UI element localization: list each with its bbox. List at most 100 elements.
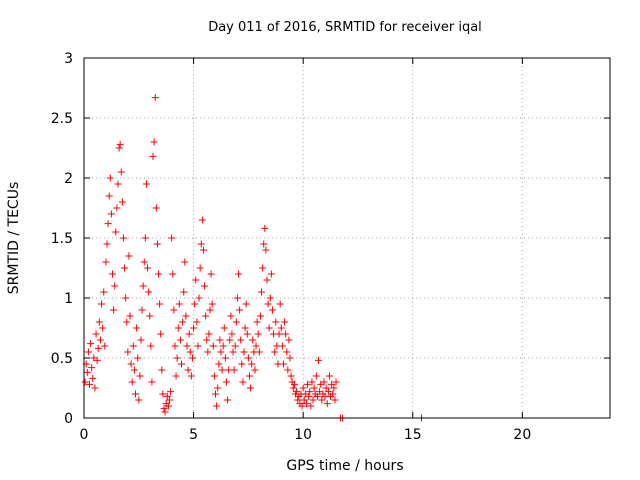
data-point	[286, 354, 294, 362]
data-point	[118, 198, 126, 206]
data-point	[175, 300, 183, 308]
x-tick-label: 0	[80, 427, 89, 443]
data-point	[187, 372, 195, 380]
data-point	[315, 356, 323, 364]
data-point	[161, 408, 169, 416]
y-tick-label: 0.5	[51, 351, 73, 367]
data-point	[253, 318, 261, 326]
data-point	[332, 378, 340, 386]
data-point	[94, 344, 102, 352]
data-point	[126, 312, 134, 320]
data-point	[132, 390, 140, 398]
data-point	[197, 240, 205, 248]
data-point	[282, 330, 290, 338]
y-tick-label: 2.5	[51, 111, 73, 127]
data-point	[216, 336, 224, 344]
data-point	[196, 264, 204, 272]
data-point	[278, 342, 286, 350]
data-point	[96, 336, 104, 344]
y-tick-label: 0	[64, 411, 73, 427]
data-point	[204, 348, 212, 356]
data-point	[294, 396, 302, 404]
data-point	[176, 336, 184, 344]
data-point	[260, 240, 268, 248]
data-point	[167, 388, 175, 396]
data-point	[163, 392, 171, 400]
data-point	[157, 330, 165, 338]
data-point	[172, 372, 180, 380]
chart-title: Day 011 of 2016, SRMTID for receiver iqa…	[208, 20, 482, 35]
data-point	[124, 348, 132, 356]
data-point	[116, 140, 124, 148]
data-point	[186, 348, 194, 356]
data-point	[144, 264, 152, 272]
data-point	[208, 300, 216, 308]
y-tick-label: 3	[64, 51, 73, 67]
data-point	[285, 336, 293, 344]
data-point	[123, 318, 131, 326]
data-point	[111, 282, 119, 290]
data-point	[262, 246, 270, 254]
data-point	[178, 360, 186, 368]
data-point	[312, 372, 320, 380]
data-point	[91, 384, 99, 392]
data-point	[231, 342, 239, 350]
data-point	[128, 378, 136, 386]
data-point	[85, 380, 93, 388]
data-point	[133, 324, 141, 332]
data-point	[324, 388, 332, 396]
data-point	[302, 400, 310, 408]
x-axis-label: GPS time / hours	[286, 458, 403, 474]
x-tick-label: 5	[189, 427, 198, 443]
data-point	[210, 372, 218, 380]
data-point	[110, 306, 118, 314]
data-point	[194, 342, 202, 350]
data-point	[151, 94, 159, 102]
data-point	[125, 252, 133, 260]
data-point	[102, 258, 110, 266]
data-point	[184, 366, 192, 374]
data-point	[242, 300, 250, 308]
data-point	[256, 312, 264, 320]
data-point	[112, 228, 120, 236]
grid-lines	[84, 58, 610, 418]
data-point	[130, 366, 138, 374]
data-point	[272, 318, 280, 326]
data-point	[88, 364, 96, 372]
data-point	[331, 396, 339, 404]
data-point	[179, 318, 187, 326]
data-point	[219, 342, 227, 350]
data-point	[150, 138, 158, 146]
data-point	[106, 174, 114, 182]
data-point	[313, 392, 321, 400]
data-point	[192, 276, 200, 284]
data-point	[165, 396, 173, 404]
data-point	[241, 324, 249, 332]
data-point	[158, 366, 166, 374]
data-point	[322, 384, 330, 392]
data-point	[281, 318, 289, 326]
y-tick-label: 1.5	[51, 231, 73, 247]
data-point	[323, 400, 331, 408]
data-point	[152, 204, 160, 212]
x-tick-label: 10	[294, 427, 312, 443]
plot-frame	[83, 57, 611, 419]
data-point	[149, 152, 157, 160]
data-point	[320, 378, 328, 386]
data-point	[164, 402, 172, 410]
data-point	[271, 348, 279, 356]
data-point	[209, 342, 217, 350]
data-point	[199, 246, 207, 254]
axis-ticks: 0 5 10 15 20 0 0.5 1 1.5 2 2.5 3	[51, 51, 611, 443]
data-point	[254, 330, 262, 338]
data-point	[309, 396, 317, 404]
data-point	[306, 388, 314, 396]
data-point	[222, 378, 230, 386]
data-point	[100, 288, 108, 296]
data-point	[217, 348, 225, 356]
data-point	[168, 234, 176, 242]
data-point	[243, 330, 251, 338]
data-point	[266, 294, 274, 302]
data-point	[181, 258, 189, 266]
